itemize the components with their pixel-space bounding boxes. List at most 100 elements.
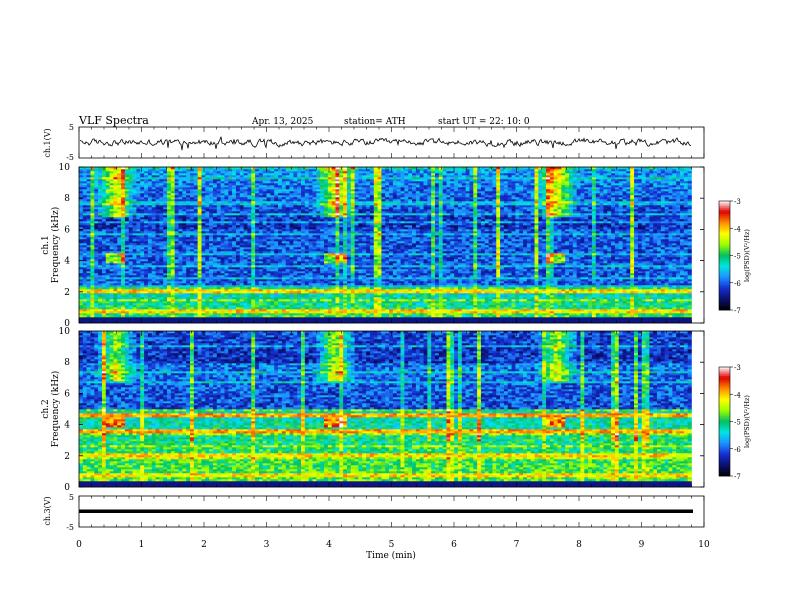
spectrogram-cell — [101, 283, 107, 286]
spectrogram-cell — [113, 279, 118, 282]
spectrogram-cell — [201, 281, 206, 284]
spectrogram-cell — [117, 233, 122, 236]
spectrogram-cell — [117, 259, 122, 262]
spectrogram-cell — [98, 219, 103, 222]
spectrogram-cell — [316, 283, 321, 286]
spectrogram-cell — [140, 253, 145, 256]
spectrogram-cell — [320, 267, 325, 270]
spectrogram-cell — [174, 231, 179, 234]
spectrogram-cell — [228, 295, 233, 298]
spectrogram-cell — [274, 273, 279, 276]
spectrogram-cell — [197, 245, 202, 248]
spectrogram-cell — [285, 187, 290, 190]
spectrogram-cell — [147, 271, 153, 274]
spectrogram-cell — [132, 271, 137, 274]
spectrogram-cell — [285, 301, 290, 304]
spectrogram-cell — [193, 299, 198, 302]
spectrogram-cell — [258, 293, 264, 296]
spectrogram-cell — [281, 289, 287, 292]
spectrogram-cell — [167, 191, 172, 194]
spectrogram-cell — [193, 197, 198, 200]
spectrogram-cell — [159, 203, 164, 206]
spectrogram-cell — [178, 235, 183, 238]
spectrogram-cell — [136, 267, 141, 270]
spectrogram-cell — [117, 205, 122, 208]
spectrogram-cell — [301, 313, 306, 316]
spectrogram-cell — [79, 179, 84, 182]
spectrogram-cell — [205, 261, 210, 264]
spectrogram-cell — [132, 311, 137, 314]
spectrogram-cell — [167, 301, 172, 304]
spectrogram-cell — [105, 271, 110, 274]
spectrogram-cell — [274, 169, 279, 172]
spectrogram-cell — [159, 311, 164, 314]
spectrogram-cell — [301, 319, 306, 322]
spectrogram-cell — [186, 213, 191, 216]
spectrogram-cell — [255, 239, 260, 242]
spectrogram-cell — [320, 225, 325, 228]
spectrogram-cell — [124, 311, 130, 314]
spectrogram-cell — [281, 269, 287, 272]
spectrogram-cell — [232, 229, 237, 232]
spectrogram-cell — [86, 203, 91, 206]
spectrogram-cell — [163, 309, 168, 312]
spectrogram-cell — [320, 235, 325, 238]
spectrogram-cell — [82, 223, 87, 226]
spectrogram-cell — [232, 235, 237, 238]
spectrogram-cell — [205, 279, 210, 282]
spectrogram-cell — [101, 309, 107, 312]
spectrogram-cell — [155, 259, 160, 262]
spectrogram-cell — [251, 321, 256, 324]
spectrogram-cell — [170, 259, 176, 262]
spectrogram-cell — [86, 179, 91, 182]
spectrogram-cell — [128, 177, 133, 180]
spectrogram-cell — [251, 185, 256, 188]
spectrogram-cell — [178, 277, 183, 280]
spectrogram-cell — [182, 225, 187, 228]
spectrogram-cell — [82, 211, 87, 214]
spectrogram-cell — [255, 321, 260, 324]
spectrogram-cell — [193, 265, 198, 268]
spectrogram-cell — [163, 183, 168, 186]
spectrogram-cell — [278, 253, 283, 256]
spectrogram-cell — [304, 171, 309, 174]
spectrogram-cell — [132, 235, 137, 238]
spectrogram-cell — [140, 287, 145, 290]
spectrogram-cell — [232, 211, 237, 214]
spectrogram-cell — [209, 207, 214, 210]
spectrogram-cell — [228, 293, 233, 296]
spectrogram-cell — [159, 201, 164, 204]
spectrogram-cell — [163, 257, 168, 260]
spectrogram-cell — [205, 301, 210, 304]
spectrogram-cell — [178, 293, 183, 296]
spectrogram-cell — [128, 191, 133, 194]
spectrogram-cell — [293, 203, 298, 206]
spectrogram-cell — [239, 261, 244, 264]
spectrogram-cell — [98, 243, 103, 246]
spectrogram-cell — [243, 191, 248, 194]
spectrogram-cell — [297, 179, 302, 182]
spectrogram-cell — [117, 237, 122, 240]
spectrogram-cell — [239, 203, 244, 206]
spectrogram-cell — [281, 235, 287, 238]
spectrogram-cell — [285, 185, 290, 188]
spectrogram-cell — [82, 179, 87, 182]
spectrogram-cell — [239, 205, 244, 208]
spectrogram-cell — [258, 213, 264, 216]
spectrogram-cell — [205, 257, 210, 260]
spectrogram-cell — [201, 285, 206, 288]
spectrogram-cell — [197, 211, 202, 214]
spectrogram-cell — [178, 175, 183, 178]
spectrogram-cell — [186, 243, 191, 246]
spectrogram-cell — [232, 197, 237, 200]
spectrogram-cell — [144, 275, 149, 278]
spectrogram-cell — [247, 297, 252, 300]
spectrogram-cell — [174, 275, 179, 278]
spectrogram-cell — [136, 205, 141, 208]
spectrogram-cell — [144, 301, 149, 304]
spectrogram-cell — [147, 303, 153, 306]
spectrogram-cell — [266, 241, 271, 244]
spectrogram-cell — [121, 167, 126, 170]
spectrogram-cell — [155, 189, 160, 192]
spectrogram-cell — [86, 235, 91, 238]
